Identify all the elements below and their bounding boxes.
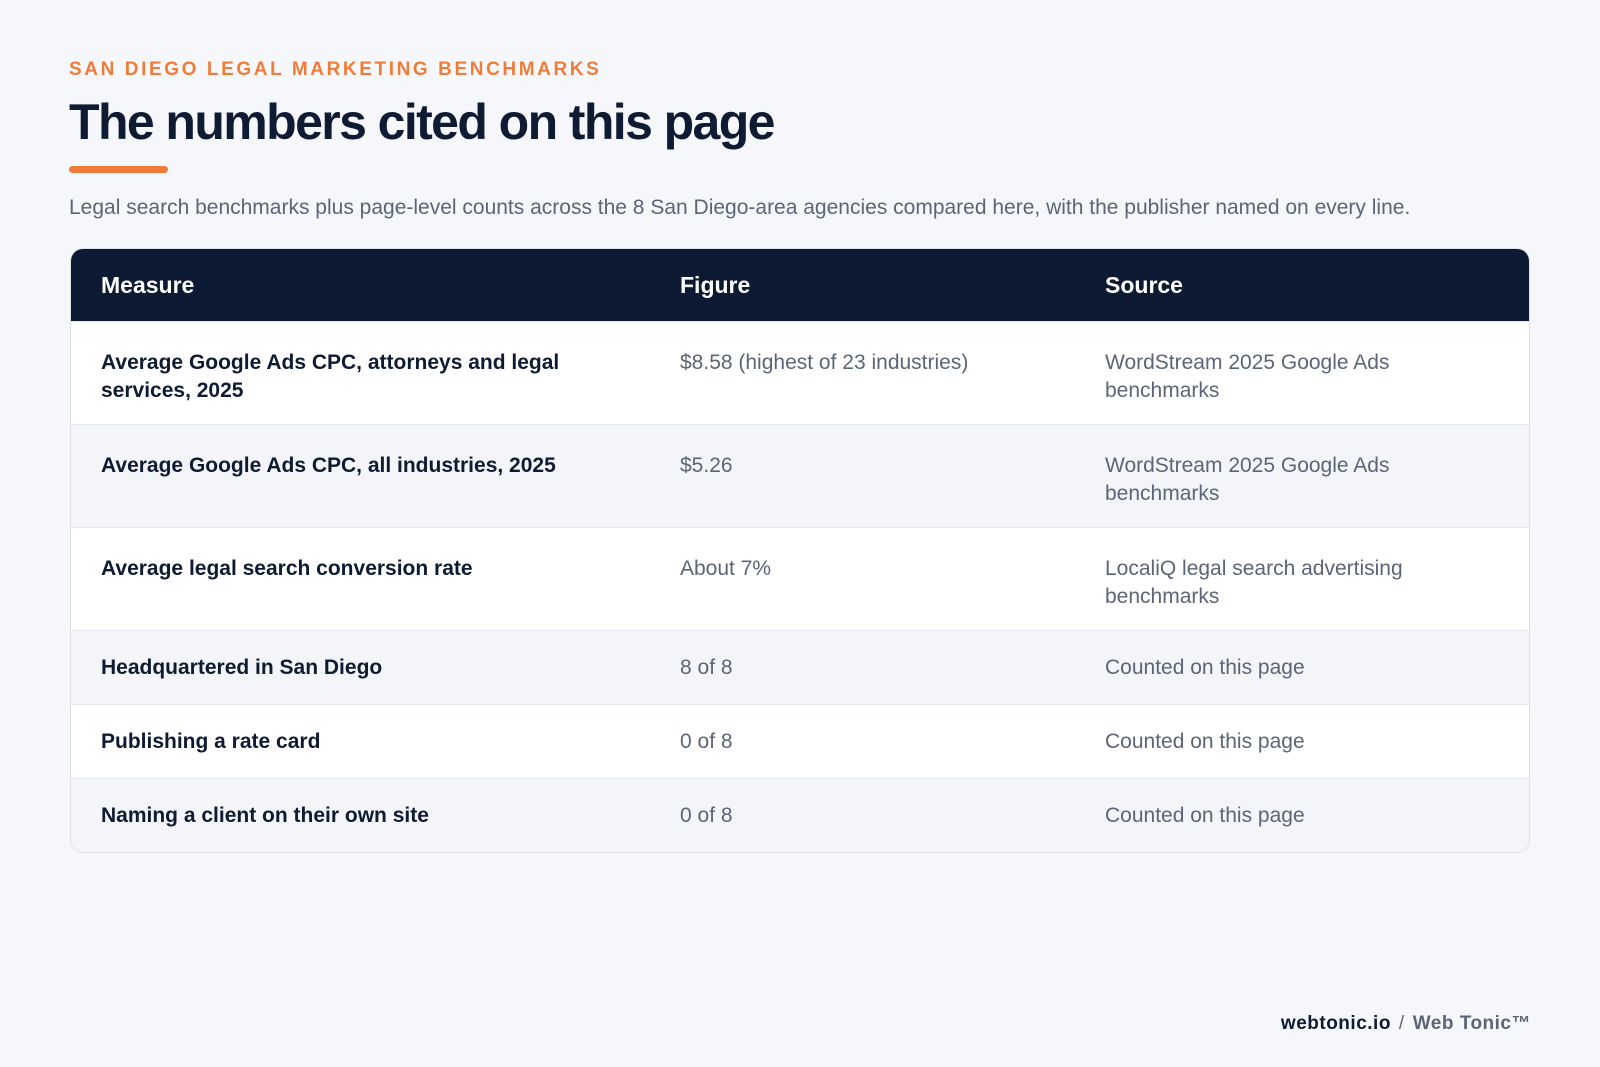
table-header-row: Measure Figure Source [71,249,1529,321]
cell-figure: 0 of 8 [680,804,733,827]
footer-brand: Web Tonic™ [1412,1013,1531,1034]
column-header-figure: Figure [680,271,751,298]
cell-figure: $8.58 (highest of 23 industries) [680,351,969,374]
cell-measure: Average legal search conversion rate [101,557,473,580]
cell-figure: 8 of 8 [680,656,733,679]
cell-source: WordStream 2025 Google Ads benchmarks [1105,351,1390,402]
cell-measure: Headquartered in San Diego [101,656,383,679]
column-header-measure: Measure [101,271,195,298]
table-row: Average Google Ads CPC, all industries, … [71,424,1529,527]
footer-domain[interactable]: webtonic.io [1280,1013,1391,1034]
benchmarks-table: Measure Figure Source Average Google Ads… [70,248,1530,853]
table-row: Average Google Ads CPC, attorneys and le… [71,321,1529,424]
cell-source: LocaliQ legal search advertising benchma… [1105,557,1403,608]
column-header-source: Source [1105,271,1183,298]
cell-measure: Average Google Ads CPC, all industries, … [101,454,556,477]
table-row: Publishing a rate card 0 of 8 Counted on… [71,704,1529,778]
eyebrow-label: SAN DIEGO LEGAL MARKETING BENCHMARKS [69,59,602,80]
title-accent-bar [69,166,168,173]
cell-measure: Average Google Ads CPC, attorneys and le… [101,351,560,402]
page-title: The numbers cited on this page [69,94,775,150]
cell-figure: About 7% [680,557,772,580]
cell-source: Counted on this page [1105,730,1305,753]
cell-source: Counted on this page [1105,656,1305,679]
footer-separator: / [1398,1013,1405,1034]
cell-figure: $5.26 [680,454,733,477]
page-subtitle: Legal search benchmarks plus page-level … [69,196,1411,219]
cell-source: Counted on this page [1105,804,1305,827]
cell-figure: 0 of 8 [680,730,733,753]
table-row: Headquartered in San Diego 8 of 8 Counte… [71,630,1529,704]
cell-measure: Naming a client on their own site [101,804,429,827]
footer-credit: webtonic.io / Web Tonic™ [1281,1013,1531,1035]
table-row: Naming a client on their own site 0 of 8… [71,778,1529,852]
cell-measure: Publishing a rate card [101,730,321,753]
table-row: Average legal search conversion rate Abo… [71,527,1529,630]
cell-source: WordStream 2025 Google Ads benchmarks [1105,454,1390,505]
